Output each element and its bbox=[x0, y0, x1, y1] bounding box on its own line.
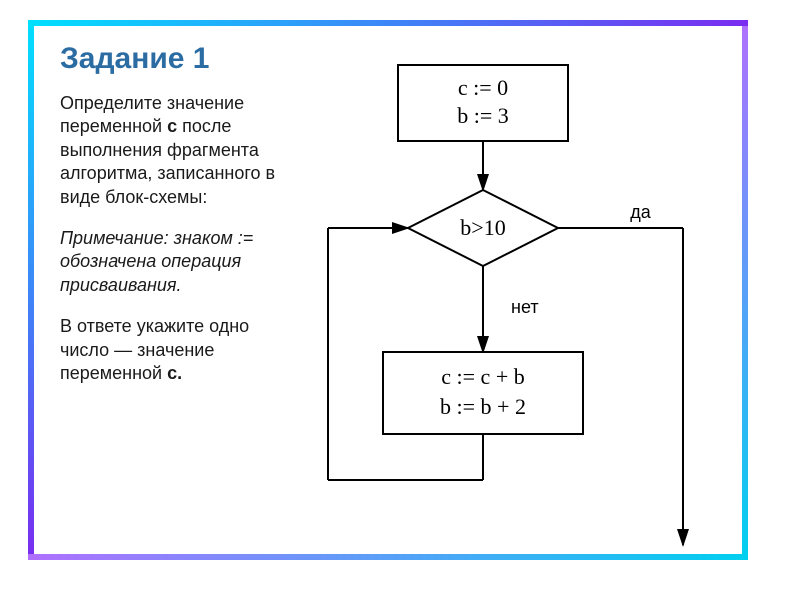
flowchart: c := 0 b := 3 b>10 да нет c := c + b b := b + … bbox=[28, 20, 748, 560]
body-line1: c := c + b bbox=[441, 364, 524, 389]
label-yes: да bbox=[630, 202, 652, 222]
slide: Задание 1 Определите значение переменной… bbox=[28, 20, 748, 560]
label-no: нет bbox=[511, 297, 539, 317]
cond-text: b>10 bbox=[460, 215, 505, 240]
init-line2: b := 3 bbox=[457, 103, 509, 128]
init-line1: c := 0 bbox=[458, 75, 508, 100]
body-line2: b := b + 2 bbox=[440, 394, 526, 419]
